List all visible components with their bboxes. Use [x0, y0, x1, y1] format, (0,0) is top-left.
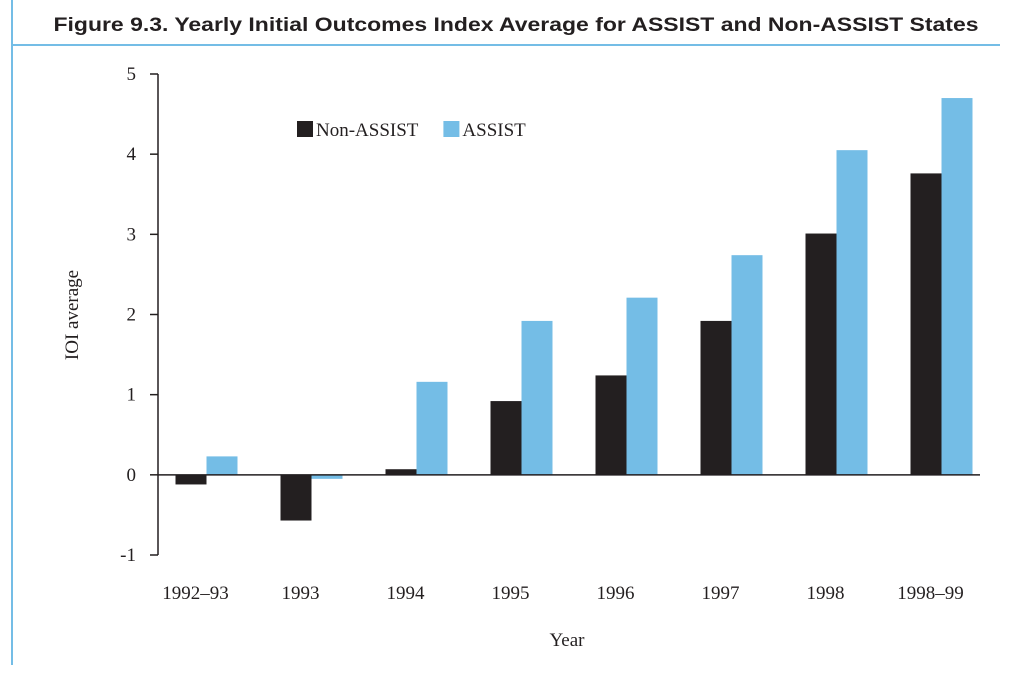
y-tick-label: 2 — [127, 305, 137, 326]
x-tick-label: 1994 — [387, 583, 426, 604]
x-axis-label: Year — [549, 630, 585, 651]
bar — [280, 474, 312, 521]
bar — [521, 320, 553, 475]
bar — [836, 150, 868, 475]
bar — [700, 320, 732, 475]
y-tick-label: 1 — [127, 385, 137, 406]
y-tick-label: 0 — [127, 465, 137, 486]
bar — [731, 255, 763, 475]
chart-title: Figure 9.3. Yearly Initial Outcomes Inde… — [54, 15, 979, 36]
y-tick-label: -1 — [120, 545, 136, 566]
legend-swatch — [297, 121, 313, 137]
bar — [206, 456, 238, 475]
bar — [595, 375, 627, 475]
y-axis-label: IOI average — [62, 270, 83, 360]
x-tick-label: 1998–99 — [897, 583, 964, 604]
bar — [416, 381, 448, 475]
x-tick-label: 1995 — [492, 583, 530, 604]
bar — [910, 173, 942, 475]
x-tick-label: 1992–93 — [162, 583, 229, 604]
bar — [626, 297, 658, 475]
x-tick-label: 1993 — [282, 583, 320, 604]
x-tick-label: 1997 — [702, 583, 740, 604]
y-tick-label: 5 — [127, 64, 137, 85]
bar — [311, 474, 343, 479]
legend-swatch — [443, 121, 460, 137]
y-tick-label: 4 — [127, 144, 137, 165]
x-tick-label: 1998 — [807, 583, 845, 604]
x-tick-label: 1996 — [597, 583, 635, 604]
bar — [941, 98, 973, 475]
bar — [490, 401, 522, 475]
bar — [805, 233, 837, 475]
legend-label: ASSIST — [462, 120, 526, 141]
legend-label: Non-ASSIST — [316, 120, 419, 141]
y-tick-label: 3 — [127, 224, 137, 245]
bar — [175, 474, 207, 485]
bar — [385, 469, 417, 475]
